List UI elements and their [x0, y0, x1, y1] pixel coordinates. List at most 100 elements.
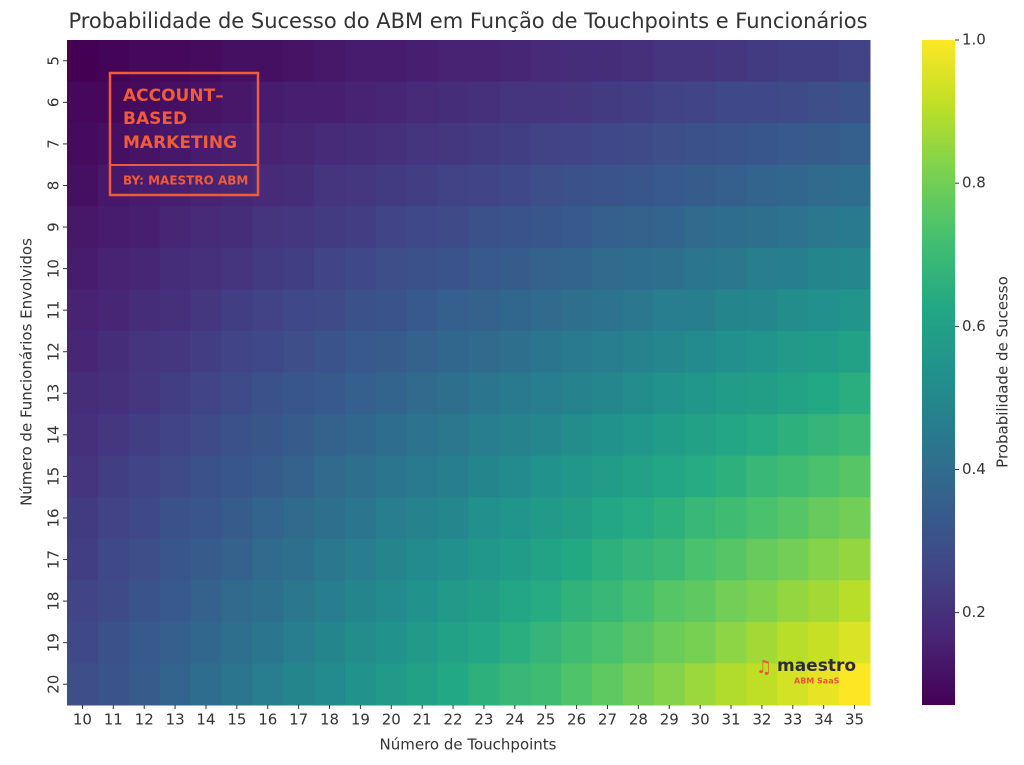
heatmap-cell [190, 621, 222, 664]
x-tick-label: 22 [444, 711, 463, 729]
x-tick-label: 20 [382, 711, 401, 729]
heatmap-cell [375, 372, 408, 415]
heatmap-cell [468, 621, 500, 664]
heatmap-cell [221, 621, 253, 664]
heatmap-cell [684, 247, 717, 290]
heatmap-cell [314, 247, 346, 290]
heatmap-cell [777, 206, 809, 249]
heatmap-cell [375, 247, 408, 290]
heatmap-cell [314, 372, 346, 415]
heatmap-cell [468, 497, 500, 540]
heatmap-cell [314, 81, 346, 124]
heatmap-cell [839, 247, 871, 290]
heatmap-cell [468, 663, 500, 706]
heatmap-cell [252, 455, 284, 498]
x-tick-label: 15 [227, 711, 246, 729]
heatmap-cell [746, 372, 778, 415]
heatmap-cell [221, 372, 253, 415]
heatmap-cell [561, 164, 593, 207]
heatmap-cell [499, 40, 531, 83]
heatmap-cell [839, 289, 871, 332]
heatmap-cell [561, 81, 593, 124]
heatmap-cell [715, 164, 747, 207]
heatmap-cell [159, 372, 192, 415]
heatmap-cell [592, 164, 624, 207]
heatmap-cell [684, 123, 717, 166]
heatmap-cell [561, 247, 593, 290]
heatmap-cell [684, 206, 717, 249]
heatmap-cell [406, 164, 439, 207]
heatmap-cell [561, 40, 593, 83]
heatmap-cell [530, 621, 562, 664]
logo-frame [108, 71, 260, 197]
heatmap-cell [530, 247, 562, 290]
heatmap-cell [530, 289, 562, 332]
heatmap-cell [344, 663, 377, 706]
heatmap-cell [375, 40, 408, 83]
heatmap-cell [67, 247, 99, 290]
heatmap-cell [67, 123, 99, 166]
heatmap-cell [468, 289, 500, 332]
heatmap-cell [777, 497, 809, 540]
heatmap-cell [839, 663, 871, 706]
x-tick-label: 11 [104, 711, 123, 729]
heatmap-cell [777, 663, 809, 706]
heatmap-cell [190, 330, 222, 373]
heatmap-cell [221, 164, 253, 207]
heatmap-cell [375, 164, 408, 207]
heatmap-cell [746, 580, 778, 623]
heatmap-cell [344, 580, 377, 623]
x-tick-label: 34 [814, 711, 833, 729]
heatmap-cell [622, 663, 655, 706]
heatmap-cell [344, 40, 377, 83]
heatmap-cell [97, 206, 130, 249]
heatmap-cell [437, 206, 469, 249]
heatmap-cell [777, 372, 809, 415]
heatmap-cell [653, 247, 686, 290]
x-tick-label: 13 [166, 711, 185, 729]
heatmap-cell [375, 663, 408, 706]
heatmap-cell [97, 123, 130, 166]
heatmap-cell [190, 164, 222, 207]
heatmap-cell [344, 455, 377, 498]
heatmap-cell [252, 330, 284, 373]
brand-icon: ♫ [756, 657, 772, 678]
heatmap-cell [746, 414, 778, 457]
heatmap-cell [715, 40, 747, 83]
heatmap-cell [715, 455, 747, 498]
heatmap-cell [252, 663, 284, 706]
heatmap-cell [221, 206, 253, 249]
heatmap-cell [468, 372, 500, 415]
heatmap-cell [592, 455, 624, 498]
heatmap-cell [499, 289, 531, 332]
heatmap-cell [375, 206, 408, 249]
heatmap-cell [128, 40, 161, 83]
heatmap-cell [344, 289, 377, 332]
heatmap-cell [715, 247, 747, 290]
heatmap-cell [777, 580, 809, 623]
heatmap-cell [406, 40, 439, 83]
heatmap-cell [839, 164, 871, 207]
heatmap-cell [190, 247, 222, 290]
heatmap-cell [746, 123, 778, 166]
heatmap-cell [839, 372, 871, 415]
colorbar-label: Probabilidade de Sucesso [994, 276, 1012, 468]
heatmap-cell [128, 663, 161, 706]
heatmap-cell [839, 123, 871, 166]
heatmap-cell [622, 164, 655, 207]
heatmap-cell [221, 580, 253, 623]
heatmap-cell [561, 289, 593, 332]
heatmap-cell [283, 621, 315, 664]
heatmap-cell [653, 414, 686, 457]
heatmap-cell [468, 123, 500, 166]
heatmap-cell [499, 247, 531, 290]
heatmap-cell [468, 81, 500, 124]
heatmap-cell [653, 663, 686, 706]
heatmap-cell [808, 538, 840, 581]
heatmap-cell [314, 621, 346, 664]
heatmap-cell [622, 247, 655, 290]
heatmap-cell [97, 538, 130, 581]
heatmap-cell [97, 247, 130, 290]
y-axis-label: Número de Funcionários Envolvidos [18, 238, 36, 506]
heatmap-cell [653, 330, 686, 373]
